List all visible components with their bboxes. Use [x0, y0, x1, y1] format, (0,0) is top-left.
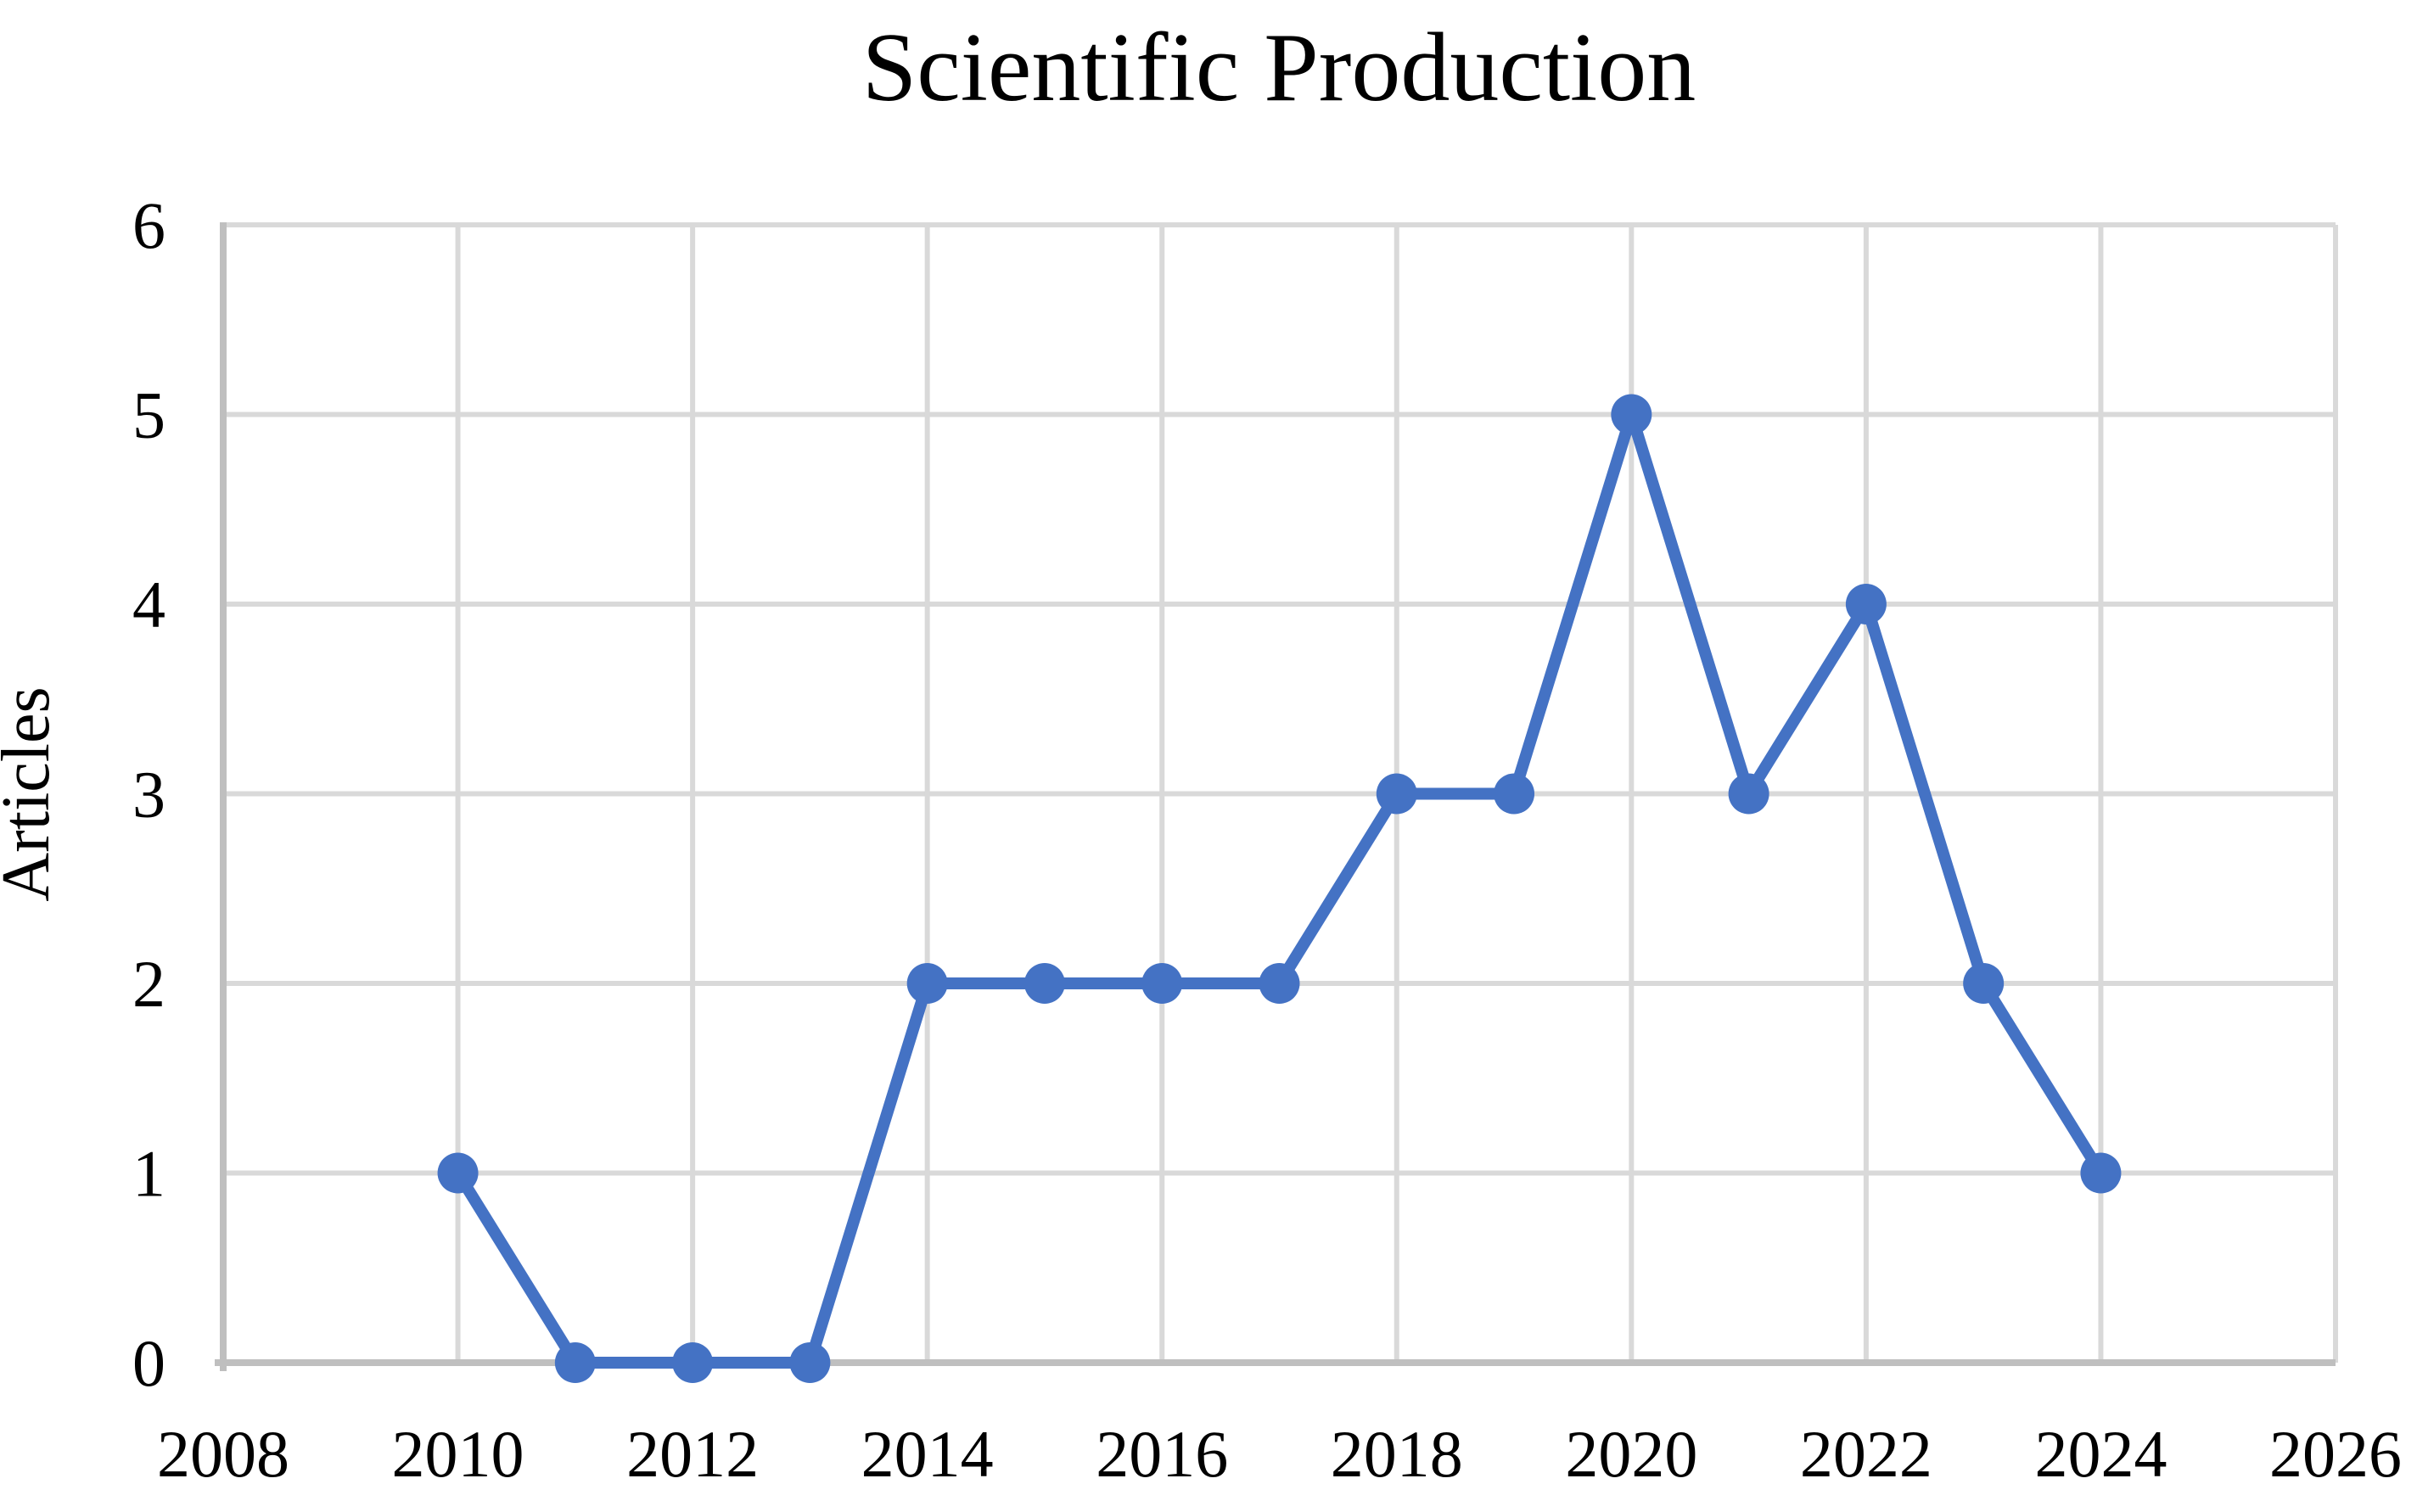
data-point-2014 [906, 963, 948, 1004]
axis-lines-layer [215, 222, 2336, 1371]
x-tick-label: 2018 [1331, 1417, 1463, 1491]
series-line [451, 408, 2107, 1369]
x-tick-label: 2020 [1565, 1417, 1697, 1491]
y-axis-title: Articles [0, 686, 64, 901]
data-point-2024 [2080, 1152, 2122, 1194]
y-tick-label: 6 [132, 188, 165, 262]
y-tick-label: 5 [132, 378, 165, 452]
y-tick-label: 4 [132, 568, 165, 641]
chart-title: Scientific Production [862, 14, 1696, 122]
x-tick-label: 2022 [1800, 1417, 1932, 1491]
y-tick-label: 3 [132, 758, 165, 832]
data-point-2023 [1963, 963, 2005, 1004]
x-tick-label: 2014 [861, 1417, 994, 1491]
series-layer [437, 394, 2122, 1383]
data-point-2010 [437, 1152, 479, 1194]
data-point-2021 [1728, 773, 1769, 815]
data-point-2022 [1845, 584, 1887, 624]
data-point-2020 [1611, 394, 1652, 435]
data-point-2017 [1259, 963, 1300, 1004]
x-tick-label: 2026 [2269, 1417, 2402, 1491]
x-tick-label: 2016 [1096, 1417, 1228, 1491]
tick-labels-layer: 0 1 2 3 4 5 6 2008 2010 2012 2014 2016 2018 2020 2022 2… [132, 188, 2402, 1491]
x-tick-label: 2010 [392, 1417, 524, 1491]
data-point-2015 [1023, 963, 1065, 1004]
gridlines-layer [223, 222, 2338, 1363]
x-tick-label: 2024 [2034, 1417, 2167, 1491]
data-point-2013 [789, 1342, 831, 1383]
x-tick-label: 2012 [626, 1417, 759, 1491]
data-point-2016 [1141, 963, 1183, 1004]
data-point-2019 [1494, 773, 1535, 815]
x-tick-label: 2008 [157, 1417, 289, 1491]
data-point-2011 [554, 1342, 596, 1383]
y-tick-label: 2 [132, 947, 165, 1021]
y-tick-label: 0 [132, 1326, 165, 1400]
data-point-2012 [672, 1342, 714, 1383]
y-tick-label: 1 [132, 1137, 165, 1211]
data-point-2018 [1376, 773, 1417, 815]
